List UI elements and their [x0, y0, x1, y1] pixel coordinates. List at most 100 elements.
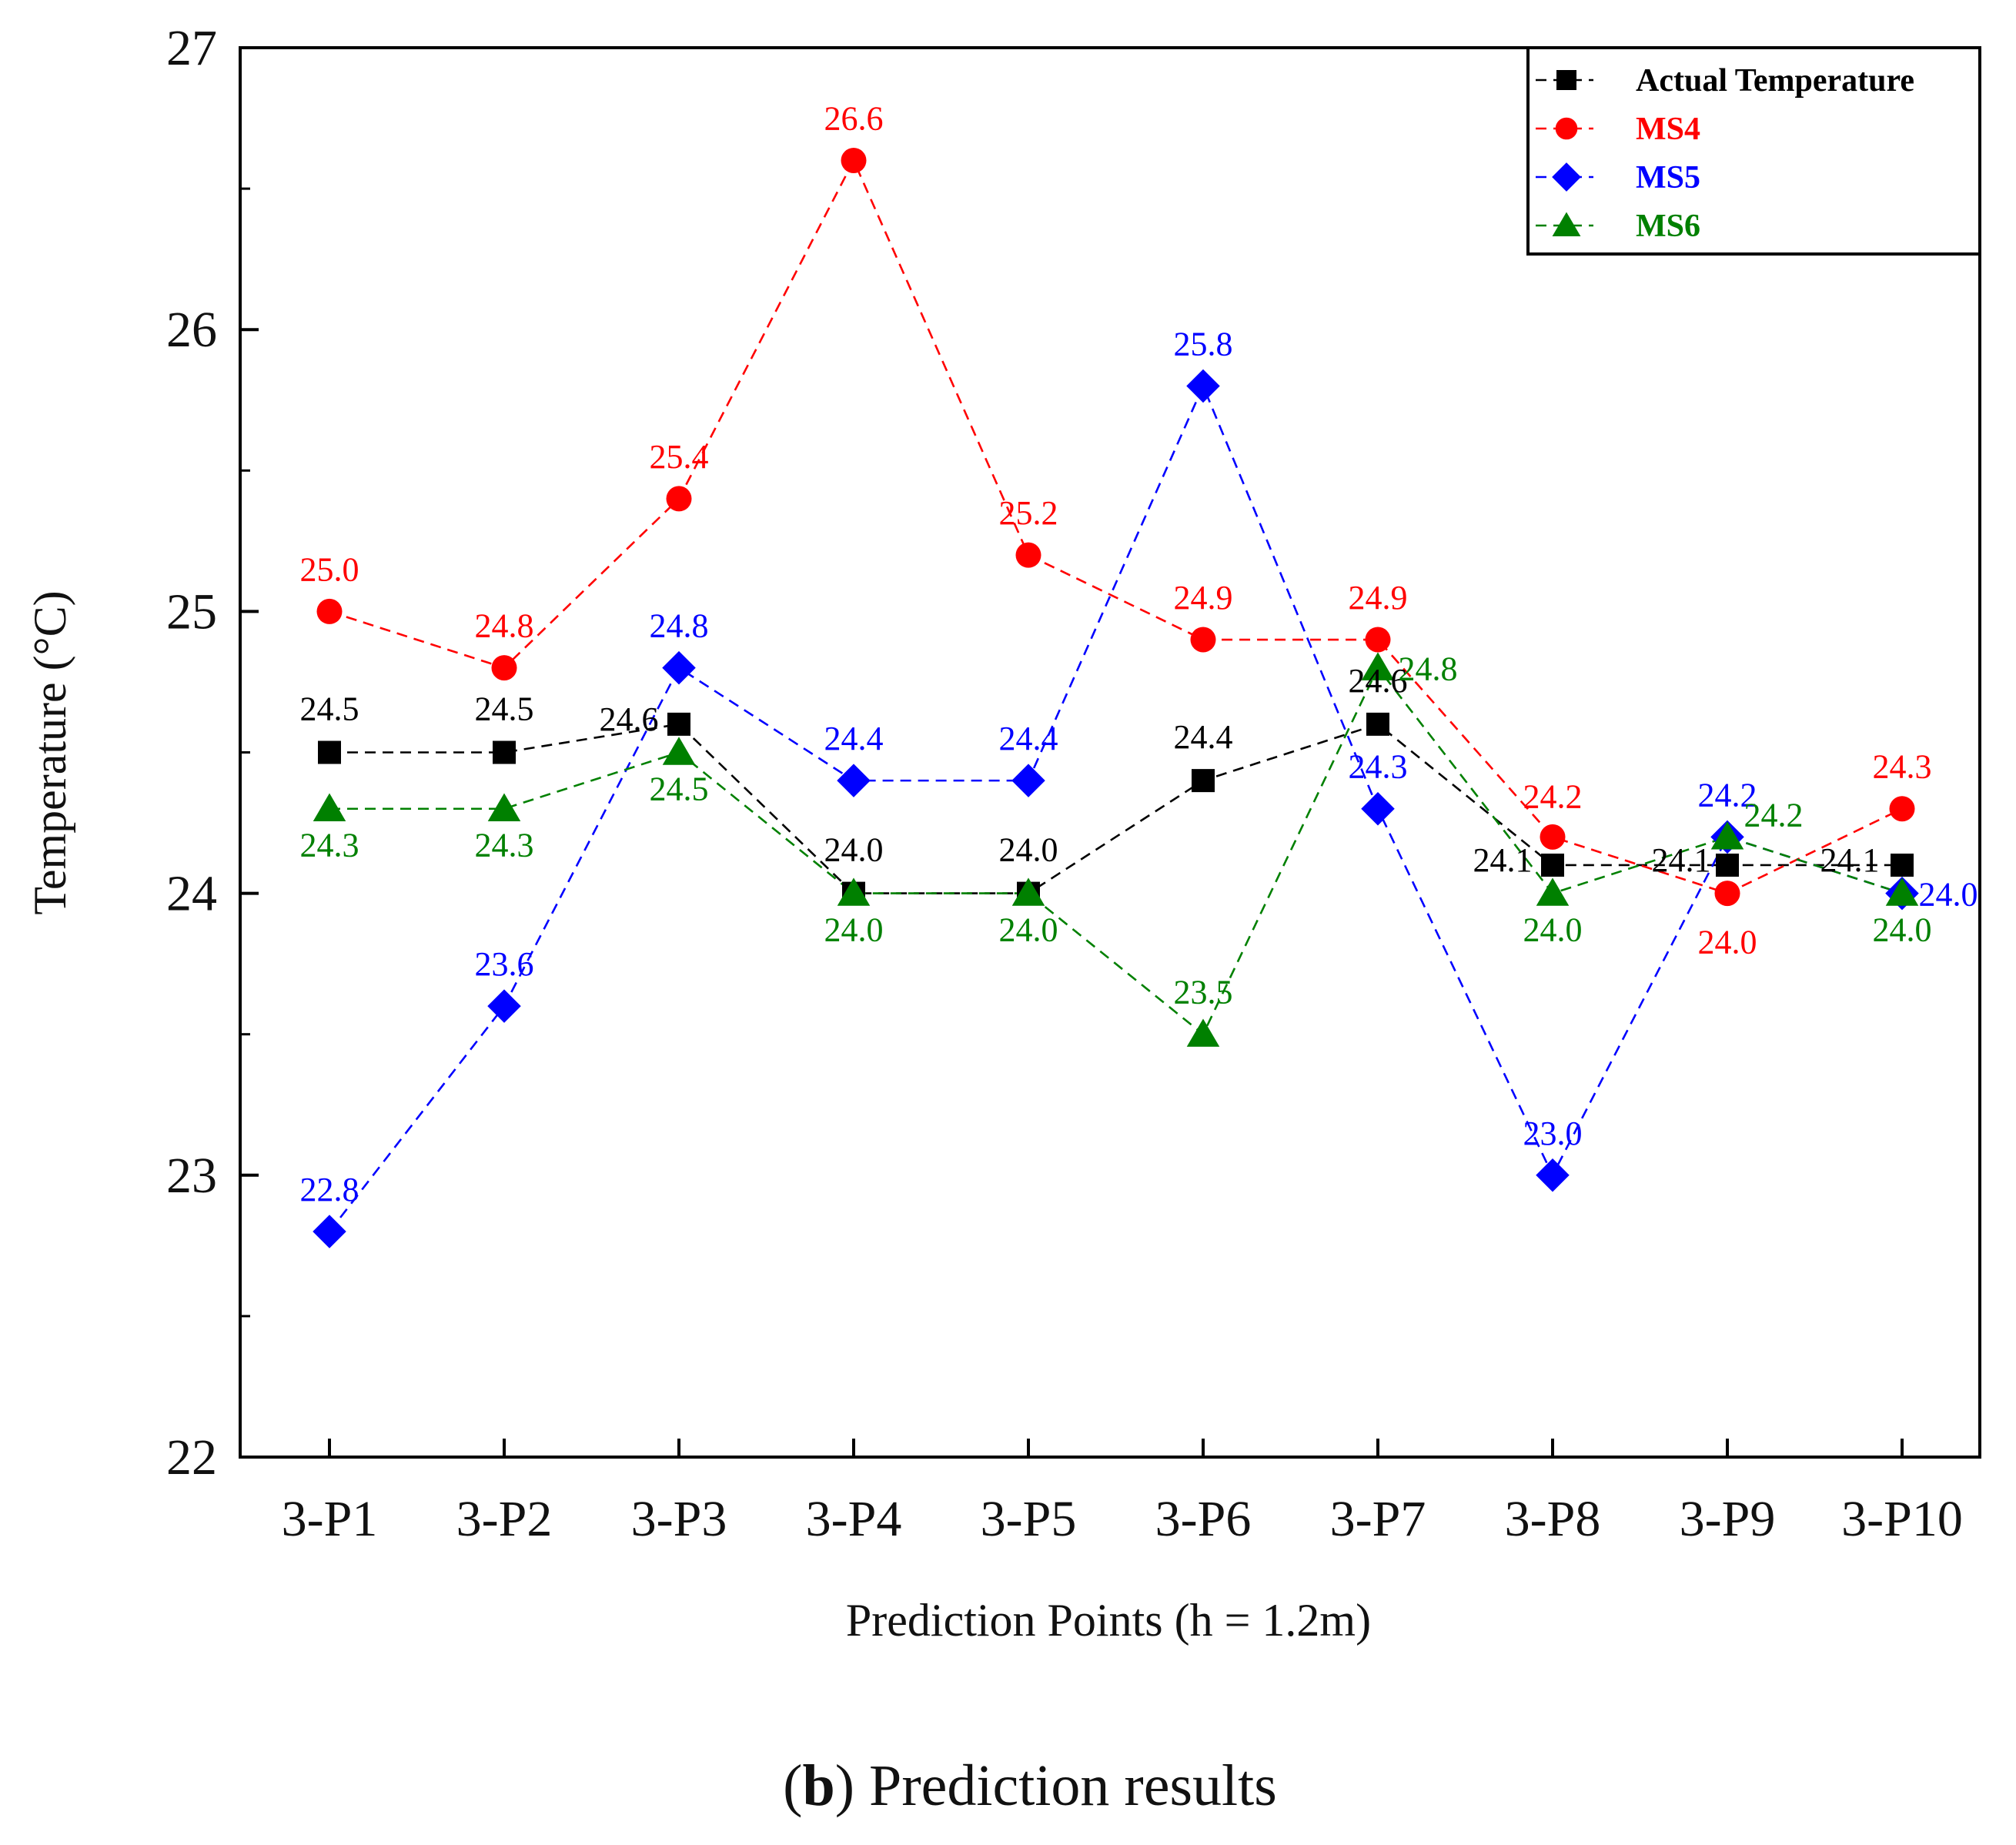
data-label: 24.0	[1919, 876, 1978, 914]
data-point	[1716, 853, 1739, 877]
data-label: 25.2	[999, 494, 1058, 532]
data-label: 24.8	[650, 607, 709, 645]
data-point	[1015, 542, 1041, 568]
series-line	[329, 158, 1903, 894]
legend-box	[1526, 46, 1981, 256]
data-label: 24.0	[1873, 911, 1932, 949]
data-point	[1365, 627, 1391, 653]
data-labels: 24.5 24.5 24.624.0 24.024.424.624.1 24.1 24.1…	[300, 99, 1978, 1208]
figure-caption: (b) Prediction results	[783, 1753, 1277, 1818]
legend: Actual Temperature MS4 MS5 MS6	[1526, 46, 1981, 256]
data-label: 24.6	[600, 700, 659, 738]
y-tick-label: 25	[166, 583, 217, 640]
x-tick-label: 3-P5	[981, 1491, 1077, 1547]
data-point	[837, 764, 871, 797]
data-label: 24.1	[1473, 841, 1533, 879]
data-point	[1891, 853, 1914, 877]
data-label: 24.5	[650, 770, 709, 808]
x-tick-label: 3-P2	[456, 1491, 553, 1547]
data-point	[1361, 791, 1395, 826]
data-point	[667, 712, 690, 736]
data-label: 26.6	[824, 99, 884, 137]
data-label: 24.5	[475, 690, 534, 728]
axes: 22 23 24 25 26 27 3-P1 3-P2 3-P3 3-P4 3-P5 3-P6 3-P7…	[25, 20, 1981, 1646]
data-label: 24.5	[300, 690, 359, 728]
data-label: 24.4	[1174, 718, 1233, 756]
data-label: 24.3	[475, 827, 534, 864]
data-label: 24.8	[1399, 650, 1458, 688]
series-line	[329, 666, 1903, 1036]
data-label: 24.3	[300, 827, 359, 864]
data-label: 24.4	[824, 720, 884, 757]
data-label: 24.4	[999, 720, 1058, 757]
data-label: 24.6	[1349, 662, 1408, 700]
data-point	[1536, 877, 1570, 906]
data-label: 24.3	[1349, 748, 1408, 786]
data-label: 25.4	[650, 438, 709, 476]
legend-label: MS6	[1636, 209, 1700, 244]
x-tick-label: 3-P4	[806, 1491, 902, 1547]
data-label: 24.0	[1698, 924, 1757, 961]
legend-label: Actual Temperature	[1636, 63, 1914, 99]
data-point	[316, 598, 343, 624]
data-point	[1011, 764, 1045, 797]
data-point	[487, 793, 521, 821]
data-point	[1889, 796, 1915, 822]
series-markers	[313, 147, 1919, 1248]
data-label: 24.0	[999, 831, 1058, 869]
legend-marker	[1555, 117, 1578, 140]
x-tick-label: 3-P3	[631, 1491, 727, 1547]
data-point	[313, 793, 346, 821]
y-tick-label: 23	[166, 1148, 217, 1204]
data-label: 22.8	[300, 1171, 359, 1208]
data-point	[1541, 853, 1564, 877]
data-label: 24.3	[1873, 748, 1932, 786]
caption-text: Prediction results	[869, 1753, 1277, 1818]
legend-label: MS4	[1636, 112, 1700, 147]
data-point	[662, 650, 696, 685]
data-label: 23.6	[475, 945, 534, 983]
data-point	[1011, 877, 1045, 906]
data-label: 24.2	[1523, 777, 1583, 815]
data-label: 24.8	[475, 607, 534, 645]
y-tick-label: 22	[166, 1429, 217, 1486]
x-tick-label: 3-P8	[1505, 1491, 1601, 1547]
data-point	[1714, 881, 1740, 907]
y-tick-label: 27	[166, 20, 217, 76]
legend-marker	[1556, 70, 1576, 90]
data-label: 24.0	[824, 911, 884, 949]
data-point	[313, 1215, 346, 1248]
y-axis-title: Temperature (°C)	[25, 590, 75, 914]
series-line	[329, 723, 1902, 894]
data-point	[1190, 627, 1216, 653]
legend-marker	[1552, 212, 1581, 237]
data-label: 24.0	[824, 831, 884, 869]
series-line	[328, 383, 1903, 1232]
data-point	[1710, 821, 1744, 850]
data-point	[666, 486, 692, 512]
y-tick-label: 24	[166, 866, 217, 922]
data-point	[837, 877, 871, 906]
data-label: 24.0	[999, 911, 1058, 949]
data-point	[1186, 369, 1220, 403]
data-label: 24.2	[1698, 776, 1757, 814]
x-tick-label: 3-P9	[1680, 1491, 1776, 1547]
data-label: 23.0	[1523, 1115, 1583, 1152]
data-point	[493, 740, 516, 764]
data-point	[1536, 1158, 1570, 1192]
x-tick-label: 3-P7	[1330, 1491, 1426, 1547]
data-point	[1361, 652, 1395, 680]
y-tick-label: 26	[166, 302, 217, 358]
data-point	[1366, 712, 1389, 736]
x-axis-title: Prediction Points (h = 1.2m)	[846, 1595, 1371, 1646]
data-label: 25.0	[300, 550, 359, 588]
data-label: 24.1	[1652, 841, 1711, 879]
caption-letter: b	[802, 1753, 834, 1818]
legend-label: MS5	[1636, 160, 1700, 196]
data-point	[487, 989, 521, 1023]
data-point	[491, 655, 517, 681]
legend-marker	[1552, 162, 1581, 192]
data-label: 24.9	[1349, 579, 1408, 617]
